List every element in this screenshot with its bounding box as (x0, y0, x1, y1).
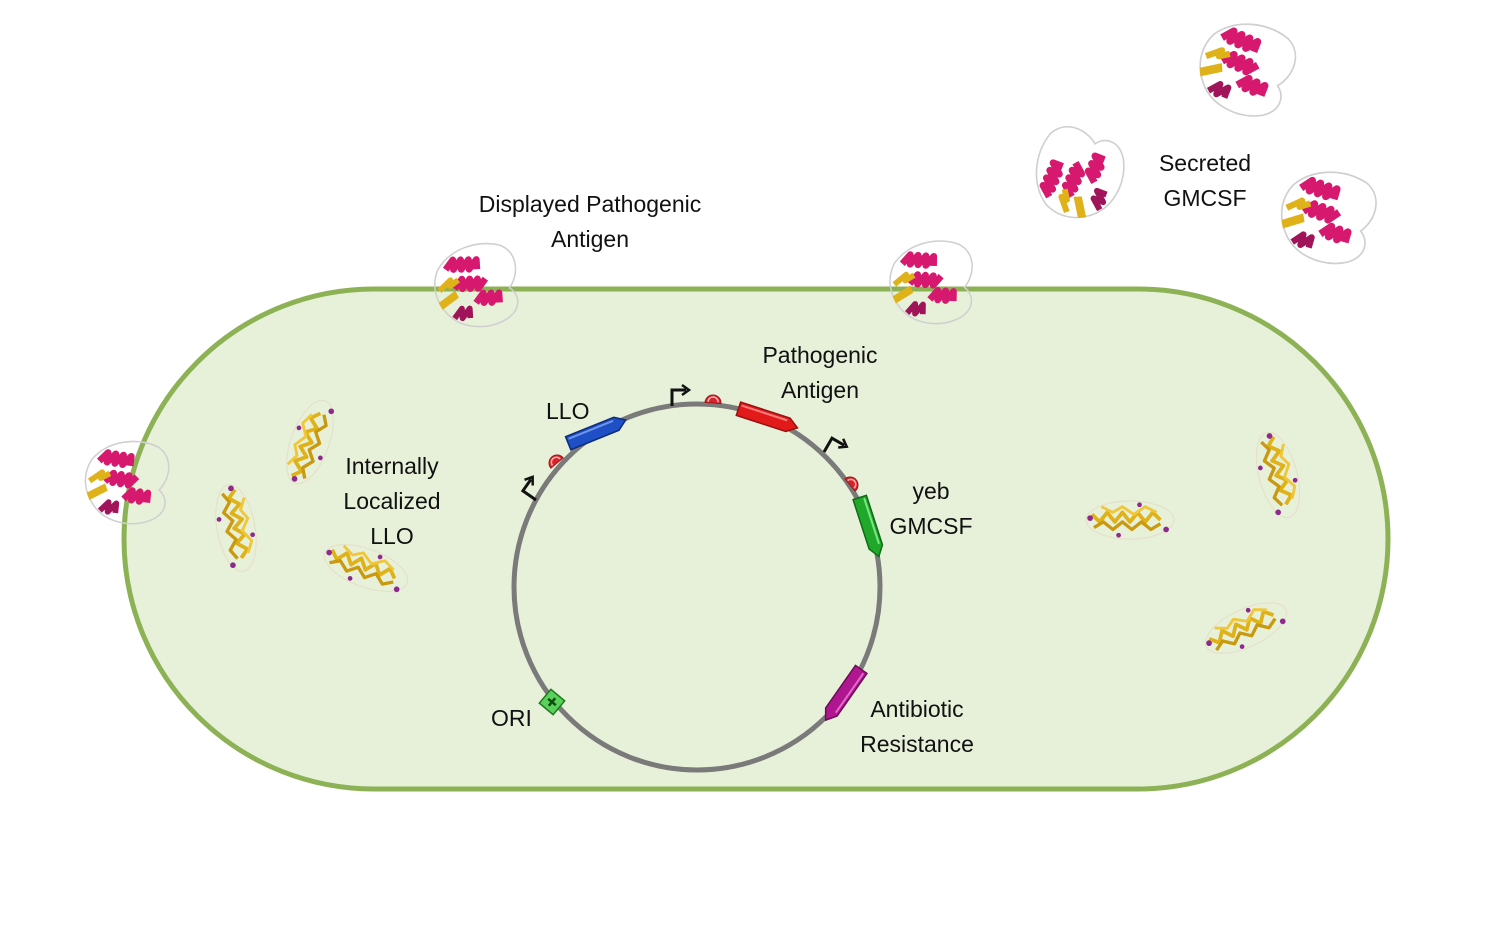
label-secreted-gmcsf: Secreted GMCSF (1158, 150, 1252, 211)
label-antibiotic-resistance: Antibiotic Resistance (860, 696, 974, 757)
llo-gene (564, 416, 627, 451)
pathogenic-antigen-gene (735, 401, 799, 433)
protein-ribbon-icon (1278, 168, 1379, 267)
label-internally-localized-llo: Internally Localized LLO (343, 453, 441, 549)
label-llo: LLO (546, 398, 590, 424)
yeb-gmcsf-gene (852, 494, 884, 558)
ori-icon (538, 688, 566, 716)
label-ori: ORI (491, 705, 532, 731)
protein-ribbon-icon (1192, 16, 1300, 122)
label-displayed-pathogenic-antigen: Displayed Pathogenic Antigen (478, 191, 702, 252)
antibiotic-resistance-gene (824, 664, 868, 722)
plasmid-ring (511, 401, 883, 773)
label-pathogenic-antigen: Pathogenic Antigen (762, 342, 878, 403)
bacterial-cell (121, 286, 1391, 792)
label-yeb-gmcsf: yeb GMCSF (889, 478, 973, 539)
protein-ribbon-icon (1029, 122, 1130, 225)
